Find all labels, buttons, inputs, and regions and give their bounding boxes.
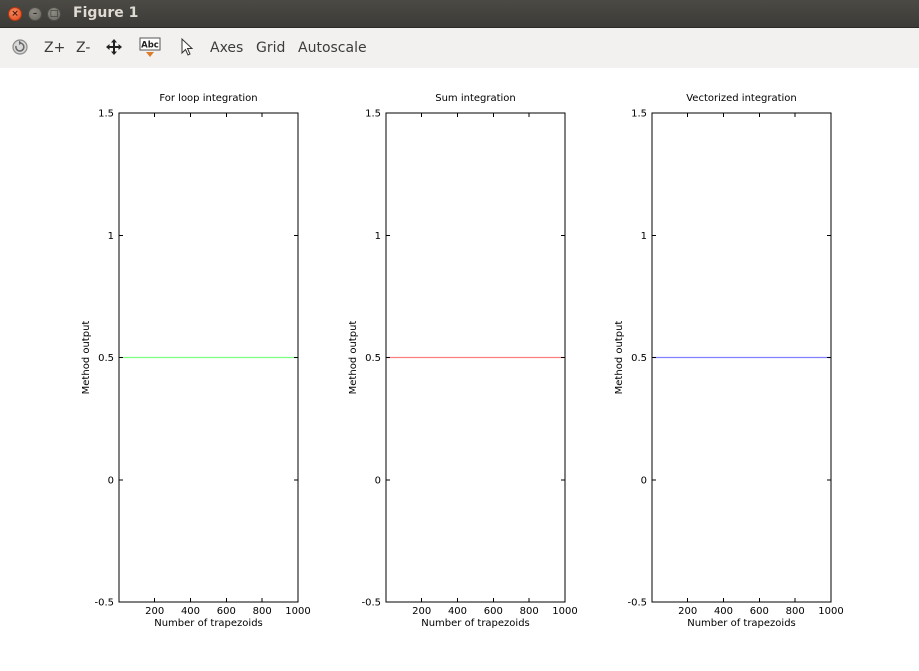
- window-titlebar: × – □ Figure 1: [0, 0, 919, 28]
- subplot-1: -0.5 0 0.5 1 1.5 200 400 600 800 1000 For loop int…: [81, 93, 311, 629]
- x-axis-label: Number of trapezoids: [421, 618, 530, 629]
- x-tick-label: 600: [484, 606, 503, 617]
- minimize-window-button[interactable]: –: [28, 7, 42, 21]
- pointer-icon[interactable]: [178, 37, 198, 57]
- subplot-2: -0.5 0 0.5 1 1.5 200 400 600 800 1000 Sum integrat…: [348, 93, 578, 629]
- y-tick-label: -0.5: [94, 598, 114, 609]
- x-tick-label: 200: [412, 606, 431, 617]
- y-tick-label: 1: [375, 231, 381, 242]
- x-axis-label: Number of trapezoids: [687, 618, 796, 629]
- text-tool-label: Abc: [141, 41, 159, 51]
- y-axis-label: Method output: [614, 321, 625, 395]
- y-tick-label: 0.5: [98, 353, 114, 364]
- window-title: Figure 1: [73, 5, 139, 21]
- close-window-button[interactable]: ×: [8, 7, 22, 21]
- subplots-svg: -0.5 0 0.5 1 1.5 200 400 600 800 1000 For loop int…: [81, 93, 844, 629]
- x-tick-label: 800: [786, 606, 805, 617]
- maximize-window-button[interactable]: □: [47, 7, 61, 21]
- x-axis-label: Number of trapezoids: [154, 618, 263, 629]
- y-tick-label: 0.5: [631, 353, 647, 364]
- pan-icon[interactable]: [104, 37, 124, 57]
- subplot-title: Vectorized integration: [686, 93, 797, 104]
- x-tick-label: 400: [448, 606, 467, 617]
- x-tick-label: 1000: [818, 606, 843, 617]
- rotate-icon[interactable]: [10, 37, 30, 57]
- x-tick-label: 1000: [285, 606, 310, 617]
- x-tick-label: 200: [145, 606, 164, 617]
- y-tick-label: 1.5: [98, 109, 114, 120]
- subplot-3: -0.5 0 0.5 1 1.5 200 400 600 800 1000 Vectorized i…: [614, 93, 844, 629]
- y-tick-label: 0: [108, 475, 114, 486]
- x-tick-label: 400: [714, 606, 733, 617]
- y-tick-label: 1.5: [631, 109, 647, 120]
- zoom-in-button[interactable]: Z+: [44, 40, 66, 56]
- y-axis-label: Method output: [81, 321, 92, 395]
- x-tick-label: 600: [217, 606, 236, 617]
- autoscale-button[interactable]: Autoscale: [298, 40, 367, 56]
- x-tick-label: 1000: [552, 606, 577, 617]
- y-tick-label: 1: [108, 231, 114, 242]
- y-tick-label: 1: [641, 231, 647, 242]
- subplot-title: For loop integration: [159, 93, 257, 104]
- subplot-title: Sum integration: [435, 93, 516, 104]
- y-tick-label: -0.5: [361, 598, 381, 609]
- figure-canvas[interactable]: -0.5 0 0.5 1 1.5 200 400 600 800 1000 For loop int…: [0, 68, 919, 667]
- x-tick-label: 800: [253, 606, 272, 617]
- y-axis-label: Method output: [348, 321, 359, 395]
- grid-button[interactable]: Grid: [256, 40, 286, 56]
- y-tick-label: 0.5: [365, 353, 381, 364]
- zoom-out-button[interactable]: Z-: [76, 40, 91, 56]
- text-tool-icon[interactable]: Abc: [139, 37, 161, 57]
- y-tick-label: -0.5: [627, 598, 647, 609]
- x-tick-label: 200: [678, 606, 697, 617]
- y-tick-label: 0: [375, 475, 381, 486]
- x-tick-label: 600: [750, 606, 769, 617]
- x-tick-label: 800: [520, 606, 539, 617]
- figure-toolbar: Z+ Z- Abc Axes Grid Autoscale: [0, 28, 919, 68]
- y-tick-label: 0: [641, 475, 647, 486]
- x-tick-label: 400: [181, 606, 200, 617]
- y-tick-label: 1.5: [365, 109, 381, 120]
- axes-button[interactable]: Axes: [210, 40, 244, 56]
